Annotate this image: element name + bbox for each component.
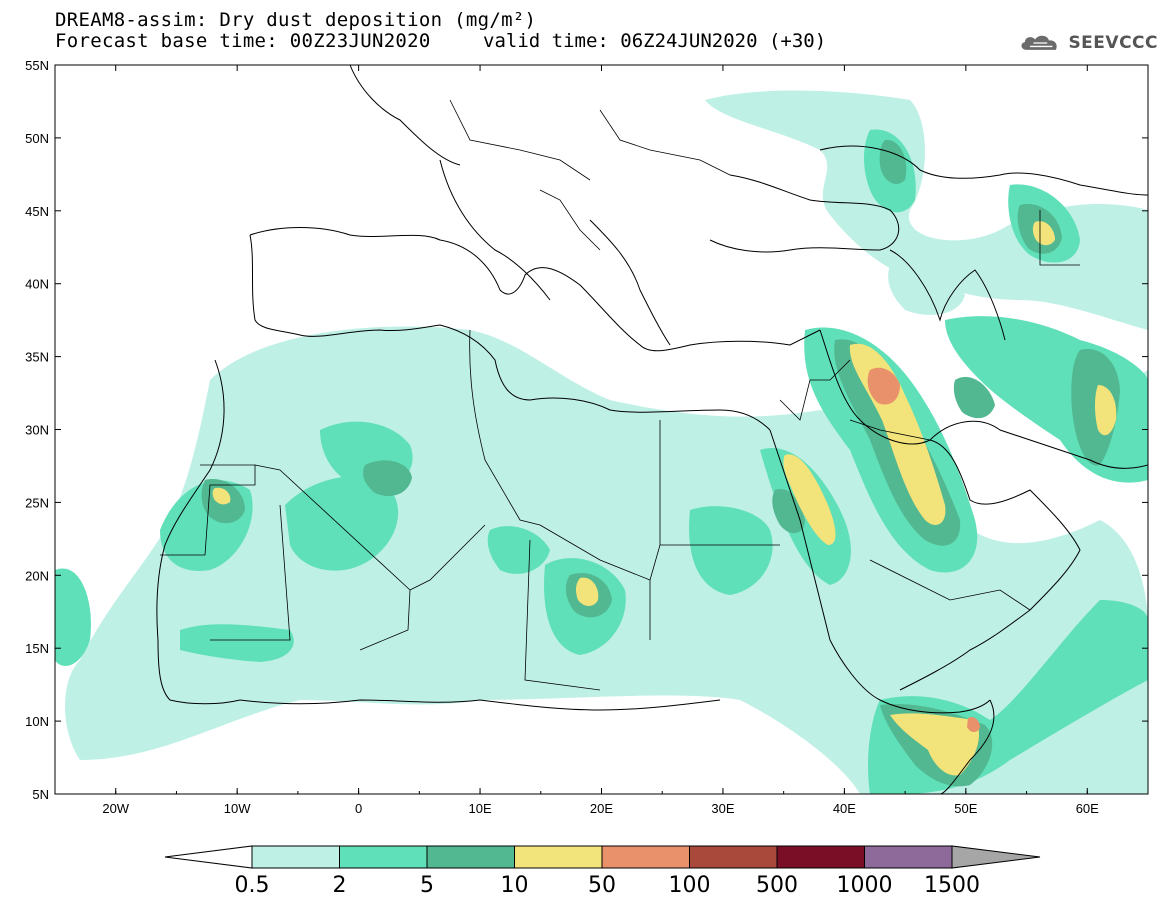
lat-label: 30N: [25, 423, 49, 438]
colorbar-label: 1500: [924, 873, 980, 898]
colorbar-label: 2: [333, 873, 347, 898]
forecast-base-time: Forecast base time: 00Z23JUN2020: [55, 30, 431, 52]
logo-text: SEEVCCC: [1068, 33, 1158, 53]
lon-label: 30E: [711, 801, 734, 816]
colorbar-label: 5: [420, 873, 434, 898]
colorbar-swatch: [689, 845, 778, 869]
lat-label: 10N: [25, 714, 49, 729]
longitude-axis: 20W 10W 0 10E 20E 30E 40E 50E 60E: [54, 65, 1149, 816]
colorbar-label: 100: [669, 873, 711, 898]
deposition-field: [55, 65, 1148, 794]
chart-title: DREAM8-assim: Dry dust deposition (mg/m²…: [55, 9, 537, 31]
colorbar-swatch: [426, 845, 515, 869]
lat-label: 40N: [25, 277, 49, 292]
lon-label: 20E: [590, 801, 613, 816]
colorbar-label: 10: [501, 873, 529, 898]
colorbar: 0.5 2 5 10 50 100 500 1000 1500: [164, 845, 1041, 898]
colorbar-label: 0.5: [235, 873, 270, 898]
colorbar-label: 50: [588, 873, 616, 898]
lon-label: 50E: [954, 801, 977, 816]
lon-label: 10W: [224, 801, 251, 816]
seevccc-logo: SEEVCCC: [1018, 28, 1158, 58]
cloud-icon: [1021, 35, 1057, 50]
lat-label: 55N: [25, 58, 49, 73]
lon-label: 20W: [102, 801, 129, 816]
lat-label: 50N: [25, 131, 49, 146]
lat-label: 45N: [25, 204, 49, 219]
level-50-100: [867, 367, 980, 733]
valid-time: valid time: 06Z24JUN2020 (+30): [483, 30, 827, 52]
lat-label: 35N: [25, 350, 49, 365]
lon-label: 40E: [833, 801, 856, 816]
colorbar-swatch: [864, 845, 953, 869]
colorbar-swatch: [776, 845, 865, 869]
colorbar-label: 500: [756, 873, 798, 898]
colorbar-label: 1000: [837, 873, 893, 898]
lon-label: 10E: [468, 801, 491, 816]
colorbar-swatch: [514, 845, 603, 869]
level-0.5-2: [65, 90, 1148, 794]
colorbar-over-triangle: [951, 845, 1041, 869]
lat-label: 20N: [25, 568, 49, 583]
lat-label: 25N: [25, 495, 49, 510]
lat-label: 5N: [32, 787, 49, 802]
colorbar-swatch: [601, 845, 690, 869]
lon-label: 0: [355, 801, 362, 816]
lon-label: 60E: [1076, 801, 1099, 816]
coastlines: [156, 65, 1148, 794]
lat-label: 15N: [25, 641, 49, 656]
latitude-axis: 55N 50N 45N 40N 35N 30N 25N 20N 15N 10N 5N: [25, 58, 1148, 802]
colorbar-swatch: [339, 845, 428, 869]
colorbar-swatch: [251, 845, 340, 869]
colorbar-under-triangle: [164, 845, 253, 869]
country-borders: [160, 99, 1080, 691]
